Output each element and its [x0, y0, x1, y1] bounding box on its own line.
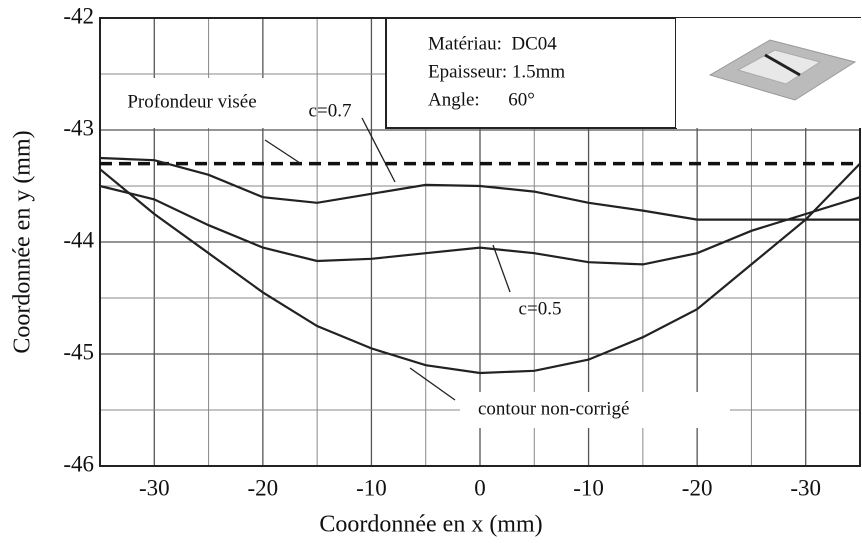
- x-tick-label: -20: [682, 475, 713, 500]
- y-tick-label: -42: [63, 3, 94, 28]
- series-label: contour non-corrigé: [478, 398, 629, 419]
- label-bg: [460, 392, 730, 428]
- x-axis-label: Coordonnée en x (mm): [319, 512, 542, 538]
- x-tick-label: -30: [790, 475, 821, 500]
- part-icon: [708, 39, 857, 101]
- x-tick-label: -30: [139, 475, 170, 500]
- info-text: Matériau: DC04: [428, 33, 557, 54]
- series-line: [99, 156, 860, 221]
- y-tick-label: -46: [63, 451, 94, 476]
- y-axis-label: Coordonnée en y (mm): [10, 130, 36, 353]
- x-tick-label: -20: [248, 475, 279, 500]
- annotation-leaders: [264, 117, 511, 401]
- info-text: Angle: 60°: [428, 89, 535, 110]
- x-tick-label: 0: [474, 475, 486, 500]
- series-line: [99, 184, 861, 266]
- y-tick-label: -45: [63, 339, 94, 364]
- series-line: [99, 162, 861, 375]
- y-tick-label: -43: [63, 115, 94, 140]
- series-label: Profondeur visée: [127, 91, 256, 112]
- label-bg: [120, 78, 270, 128]
- x-tick-label: -10: [573, 475, 604, 500]
- x-tick-label: -10: [356, 475, 387, 500]
- curves: [99, 156, 861, 375]
- info-text: Epaisseur: 1.5mm: [428, 61, 565, 82]
- y-tick-label: -44: [63, 227, 94, 252]
- series-label: c=0.7: [309, 100, 352, 121]
- series-label: c=0.5: [519, 298, 562, 319]
